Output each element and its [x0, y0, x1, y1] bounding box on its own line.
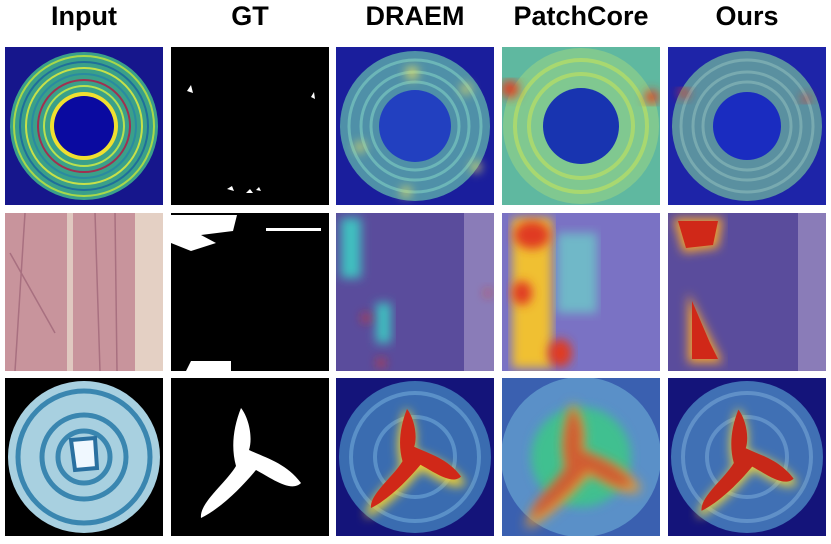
image-tile — [336, 47, 494, 205]
image-tile — [5, 213, 163, 371]
image-tile — [5, 47, 163, 205]
image-tile — [502, 47, 660, 205]
image-tile — [5, 378, 163, 536]
image-tile — [336, 378, 494, 536]
image-tile — [336, 213, 494, 371]
column-header: DRAEM — [366, 1, 465, 31]
image-tile — [668, 47, 826, 205]
image-tile — [171, 213, 329, 371]
column-header: Ours — [715, 1, 778, 31]
image-tile — [502, 213, 660, 371]
column-header: Input — [51, 1, 117, 31]
column-header: GT — [231, 1, 269, 31]
image-tile — [171, 378, 329, 536]
column-header: PatchCore — [513, 1, 648, 31]
image-tile — [171, 47, 329, 205]
image-tile — [502, 378, 660, 536]
image-tile — [668, 213, 826, 371]
image-tile — [668, 378, 826, 536]
